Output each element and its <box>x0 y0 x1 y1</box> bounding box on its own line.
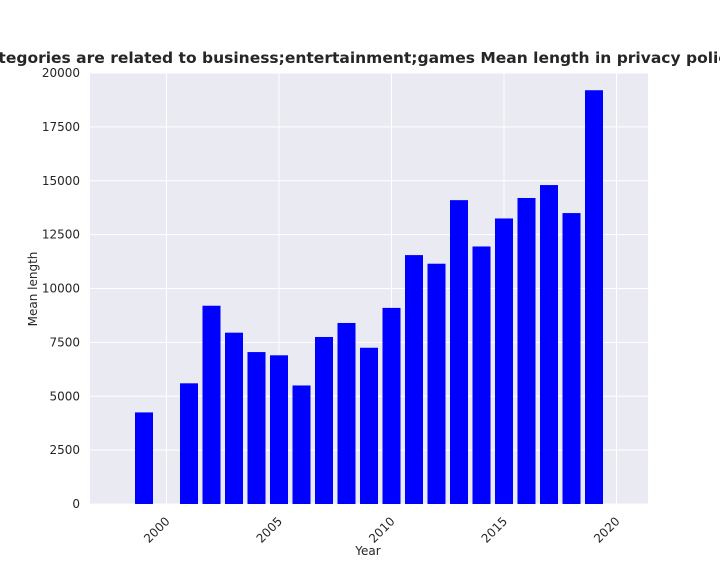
x-axis-ticks: 2000 2005 2010 2015 2020 <box>141 514 622 545</box>
y-tick-label: 0 <box>72 497 80 511</box>
bar-2009 <box>360 347 378 504</box>
bar-2006 <box>292 385 311 504</box>
y-tick-label: 5000 <box>49 389 80 403</box>
x-tick-label: 2015 <box>479 514 510 545</box>
y-tick-label: 17500 <box>42 120 80 134</box>
y-tick-label: 10000 <box>42 282 80 296</box>
bar-2005 <box>270 355 288 504</box>
bar-2019 <box>585 90 603 505</box>
bar-2016 <box>517 197 536 505</box>
bar-2014 <box>472 246 491 505</box>
bar-2001 <box>180 383 198 504</box>
x-tick-label: 2000 <box>141 514 172 545</box>
y-tick-label: 2500 <box>49 443 80 457</box>
y-tick-label: 7500 <box>49 335 80 349</box>
x-axis-label: Year <box>354 544 380 558</box>
y-tick-label: 15000 <box>42 174 80 188</box>
bar-2003 <box>225 332 243 504</box>
bar-2012 <box>427 263 446 504</box>
bar-2002 <box>202 305 221 504</box>
bar-2015 <box>495 218 513 504</box>
bar-2010 <box>382 307 401 504</box>
bar-2011 <box>405 255 423 504</box>
x-tick-label: 2005 <box>254 514 285 545</box>
bar-2017 <box>540 185 558 504</box>
y-tick-label: 20000 <box>42 66 80 80</box>
chart-title: hen categories are related to business;e… <box>0 49 720 67</box>
y-tick-label: 12500 <box>42 228 80 242</box>
y-axis-ticks: 0 2500 5000 7500 10000 12500 15000 17500 20000 <box>42 66 80 511</box>
y-axis-label: Mean length <box>26 252 40 327</box>
bar-2008 <box>337 322 356 504</box>
bar-2013 <box>450 200 468 504</box>
x-tick-label: 2020 <box>591 514 622 545</box>
bar-2007 <box>315 336 333 504</box>
bars <box>135 90 603 505</box>
x-tick-label: 2010 <box>366 514 397 545</box>
bar-2004 <box>247 352 266 504</box>
bar-1999 <box>135 412 153 504</box>
bar-2018 <box>562 213 581 504</box>
